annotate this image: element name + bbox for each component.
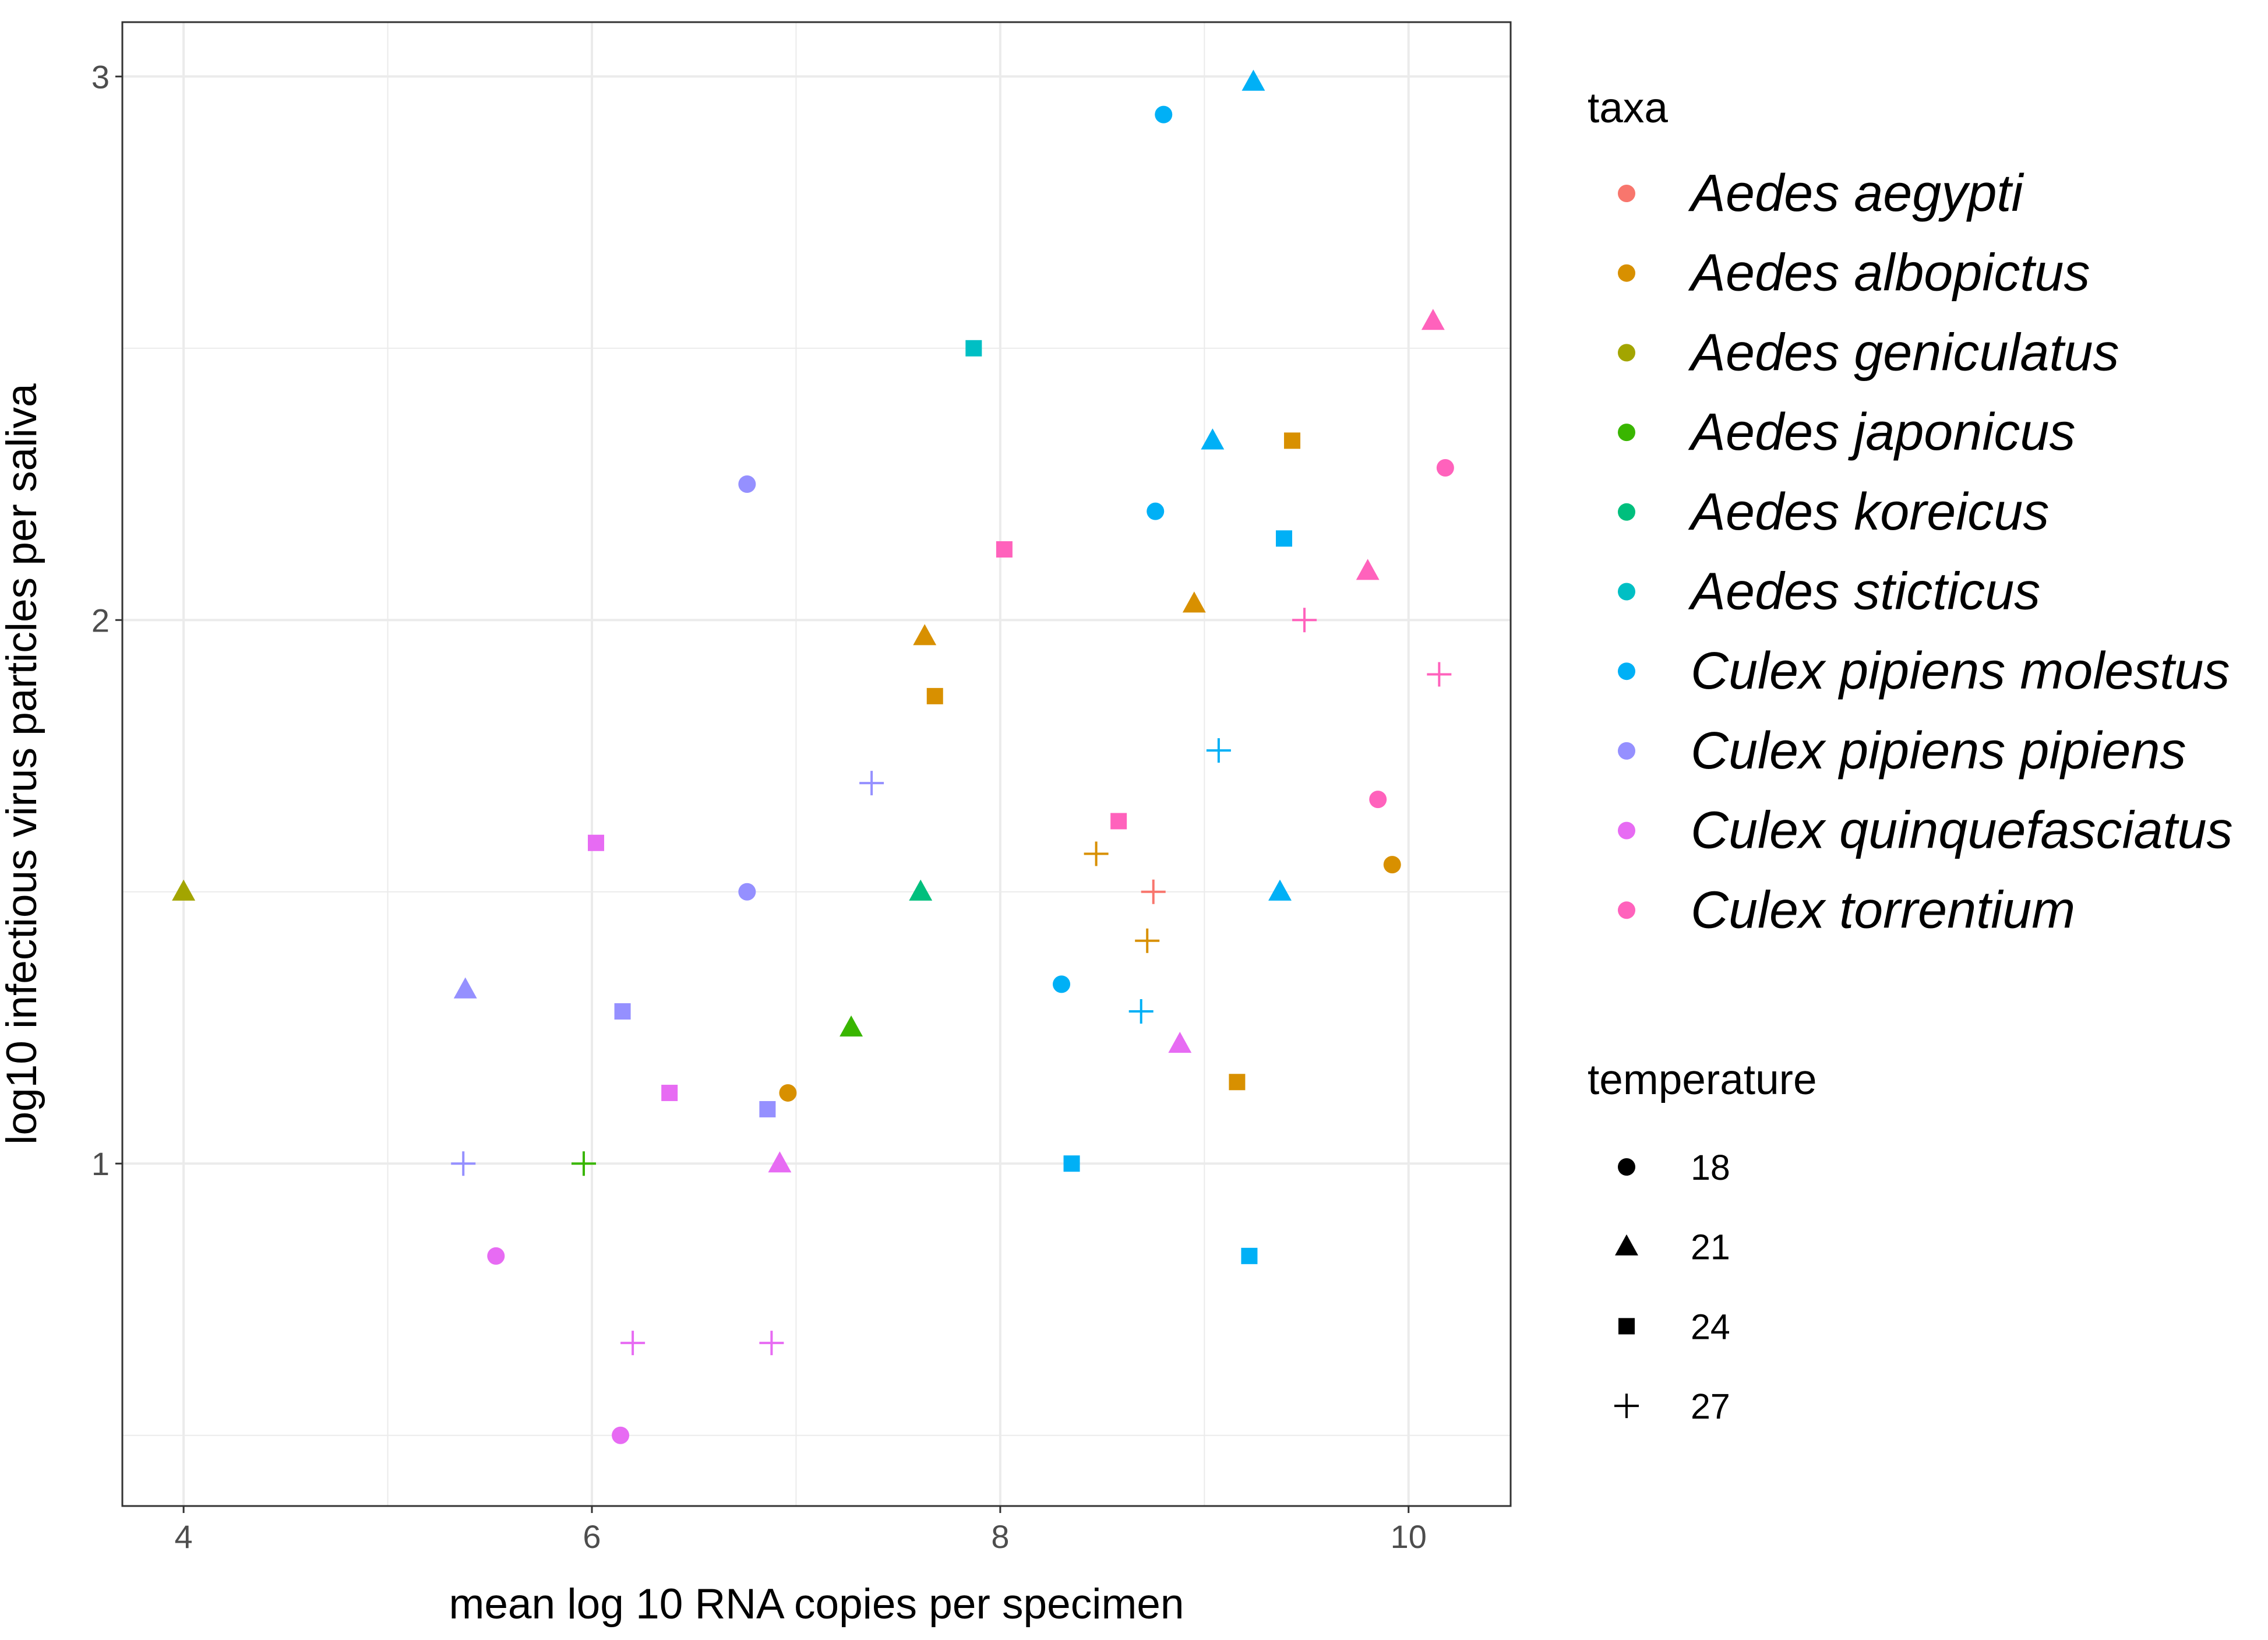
panel-background (122, 22, 1511, 1506)
data-point-culex-pipiens-molestus-24 (1276, 530, 1293, 547)
data-point-aedes-albopictus-18 (779, 1084, 797, 1102)
legend-key-aedes-japonicus (1618, 424, 1635, 442)
data-point-aedes-albopictus-21 (913, 624, 937, 646)
panel-border (121, 21, 1512, 1507)
data-point-culex-torrentium-24 (1110, 813, 1127, 830)
data-point-aedes-japonicus-21 (840, 1015, 863, 1037)
data-point-aedes-geniculatus-21 (172, 879, 196, 901)
data-point-culex-pipiens-molestus-18 (1147, 502, 1165, 520)
data-point-culex-pipiens-molestus-21 (1241, 69, 1265, 91)
minor-gridlines (122, 22, 1511, 1506)
data-point-culex-torrentium-27 (1427, 662, 1452, 687)
data-point-culex-torrentium-21 (1421, 309, 1445, 330)
legend-label-aedes-geniculatus: Aedes geniculatus (1688, 323, 2119, 382)
data-point-aedes-albopictus-27 (1135, 928, 1160, 953)
legend-key-temperature-24 (1618, 1318, 1635, 1335)
data-point-aedes-japonicus-27 (571, 1151, 596, 1176)
taxa-legend-title: taxa (1588, 84, 1668, 132)
major-gridlines (122, 22, 1511, 1506)
data-points (172, 69, 1454, 1444)
data-point-culex-quinquefasciatus-18 (487, 1247, 505, 1265)
data-point-culex-pipiens-pipiens-27 (451, 1151, 476, 1176)
legend-label-aedes-japonicus: Aedes japonicus (1688, 403, 2075, 461)
data-point-aedes-albopictus-21 (1182, 591, 1206, 613)
legend-label-culex-pipiens-molestus: Culex pipiens molestus (1691, 642, 2230, 700)
data-point-culex-quinquefasciatus-27 (620, 1331, 646, 1356)
data-point-culex-pipiens-molestus-21 (1201, 428, 1225, 450)
legend-key-culex-pipiens-pipiens (1618, 742, 1635, 760)
x-tick-label: 6 (583, 1518, 601, 1555)
data-point-culex-torrentium-27 (1292, 608, 1317, 633)
legend-key-temperature-27 (1614, 1394, 1639, 1419)
legend-label-aedes-aegypti: Aedes aegypti (1688, 164, 2024, 223)
data-point-culex-quinquefasciatus-21 (1168, 1031, 1192, 1053)
legend-label-aedes-albopictus: Aedes albopictus (1688, 244, 2090, 302)
data-point-culex-pipiens-pipiens-24 (759, 1101, 776, 1117)
legend-key-culex-pipiens-molestus (1618, 662, 1635, 680)
data-point-culex-pipiens-molestus-24 (1063, 1155, 1080, 1172)
data-point-aedes-albopictus-24 (1229, 1074, 1246, 1091)
data-point-culex-pipiens-molestus-21 (1268, 879, 1292, 901)
y-axis: 1 2 3 (91, 58, 122, 1182)
x-axis-title: mean log 10 RNA copies per specimen (449, 1581, 1184, 1628)
x-tick-label: 8 (991, 1518, 1009, 1555)
legend-label-culex-quinquefasciatus: Culex quinquefasciatus (1691, 802, 2233, 860)
data-point-culex-pipiens-pipiens-18 (738, 883, 756, 901)
legend-key-aedes-albopictus (1618, 264, 1635, 282)
y-tick-label: 2 (91, 602, 110, 639)
data-point-aedes-albopictus-18 (1383, 856, 1401, 874)
data-point-aedes-aegypti-27 (1141, 879, 1166, 904)
y-tick-label: 3 (91, 58, 110, 95)
legend-label-temperature-27: 27 (1691, 1387, 1730, 1426)
temperature-legend-title: temperature (1588, 1056, 1817, 1103)
legend-key-aedes-geniculatus (1618, 344, 1635, 362)
data-point-culex-torrentium-18 (1369, 791, 1387, 809)
data-point-aedes-albopictus-27 (1084, 841, 1109, 866)
legend-label-temperature-24: 24 (1691, 1307, 1730, 1346)
data-point-culex-quinquefasciatus-24 (588, 834, 605, 851)
legend-label-aedes-koreicus: Aedes koreicus (1688, 483, 2049, 541)
data-point-culex-pipiens-pipiens-27 (859, 771, 884, 796)
data-point-culex-quinquefasciatus-24 (661, 1084, 678, 1101)
x-tick-label: 10 (1391, 1518, 1427, 1555)
legend-label-temperature-21: 21 (1691, 1228, 1730, 1267)
legend-key-culex-torrentium (1618, 901, 1635, 919)
data-point-aedes-sticticus-24 (965, 340, 982, 357)
data-point-aedes-albopictus-24 (926, 687, 943, 704)
data-point-aedes-koreicus-21 (909, 879, 933, 901)
taxa-legend: taxa Aedes aegypti Aedes albopictus Aedes … (1588, 84, 2233, 939)
temperature-legend: temperature 18 21 24 27 (1588, 1056, 1817, 1426)
legend-key-aedes-aegypti (1618, 185, 1635, 202)
x-axis: 4 6 8 10 (175, 1506, 1427, 1555)
legend-label-culex-torrentium: Culex torrentium (1691, 881, 2075, 939)
legend-label-aedes-sticticus: Aedes sticticus (1688, 563, 2040, 621)
legend-key-temperature-21 (1615, 1234, 1638, 1255)
legend-label-culex-pipiens-pipiens: Culex pipiens pipiens (1691, 722, 2186, 780)
data-point-culex-pipiens-pipiens-21 (453, 977, 477, 999)
legend-label-temperature-18: 18 (1691, 1148, 1730, 1187)
data-point-culex-torrentium-21 (1356, 559, 1380, 580)
data-point-culex-torrentium-18 (1436, 459, 1454, 477)
data-point-culex-quinquefasciatus-21 (768, 1151, 792, 1173)
data-point-culex-pipiens-molestus-18 (1155, 105, 1173, 124)
legend-key-aedes-sticticus (1618, 583, 1635, 601)
data-point-culex-torrentium-24 (996, 541, 1013, 558)
plot-panel (121, 21, 1512, 1507)
data-point-aedes-albopictus-24 (1284, 432, 1301, 449)
data-point-culex-quinquefasciatus-27 (759, 1331, 784, 1356)
data-point-culex-pipiens-pipiens-18 (738, 475, 756, 493)
legend-key-temperature-18 (1618, 1158, 1635, 1176)
y-tick-label: 1 (91, 1145, 110, 1182)
data-point-culex-pipiens-molestus-27 (1206, 738, 1231, 763)
y-axis-title: log10 infectious virus particles per sal… (0, 383, 45, 1145)
legend-key-culex-quinquefasciatus (1618, 821, 1635, 840)
data-point-culex-pipiens-molestus-18 (1053, 975, 1071, 993)
data-point-culex-pipiens-molestus-27 (1128, 999, 1154, 1024)
data-point-culex-pipiens-pipiens-24 (614, 1003, 631, 1020)
data-point-culex-quinquefasciatus-18 (612, 1426, 630, 1444)
legend-key-aedes-koreicus (1618, 503, 1635, 521)
data-point-culex-pipiens-molestus-24 (1241, 1247, 1258, 1264)
x-tick-label: 4 (175, 1518, 193, 1555)
